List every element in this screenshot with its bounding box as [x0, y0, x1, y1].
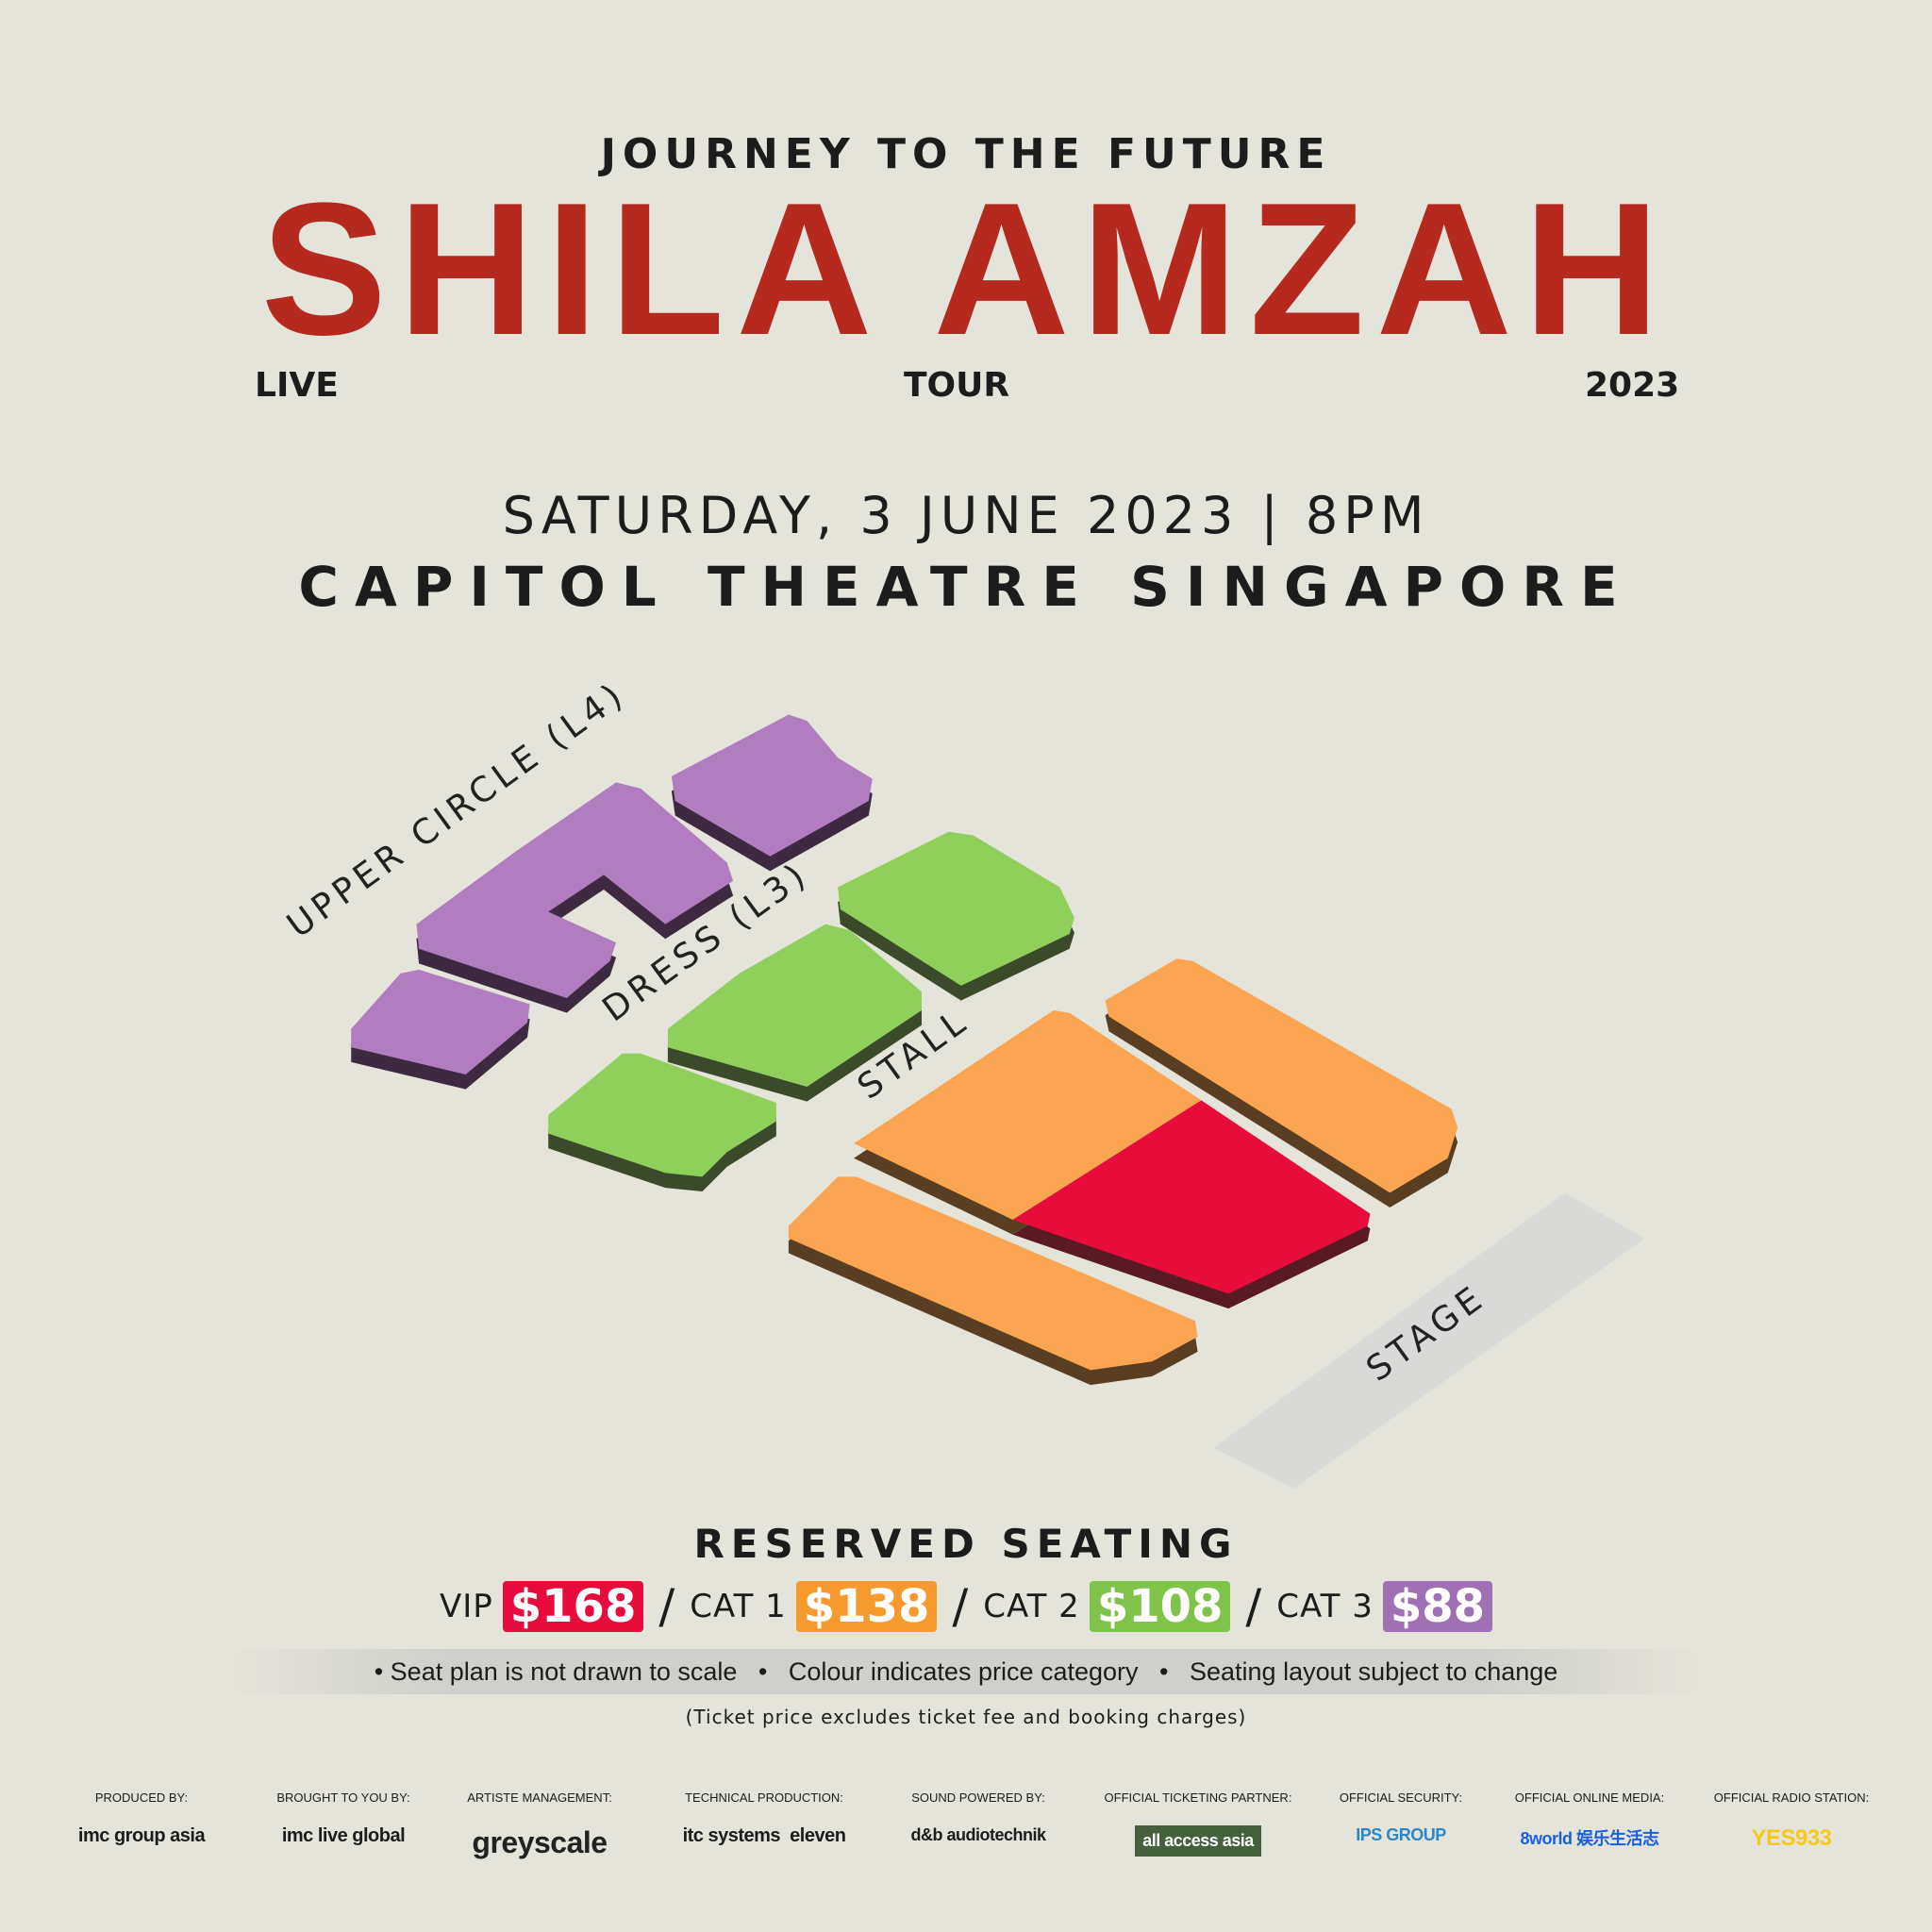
event-date: SATURDAY, 3 JUNE 2023 | 8PM [502, 486, 1430, 545]
tag-live: LIVE [255, 366, 339, 405]
tag-tour: TOUR [904, 366, 1010, 405]
itc-eleven-logo: itc systems eleven [682, 1825, 846, 1846]
ips-group-logo: IPS GROUP [1356, 1825, 1446, 1844]
greyscale-logo: greyscale [472, 1825, 608, 1859]
tag-year: 2023 [1585, 366, 1680, 405]
tier-price-cat3: $88 [1382, 1581, 1493, 1632]
tier-price-vip: $168 [502, 1581, 644, 1632]
tier-label: CAT 2 [983, 1588, 1080, 1625]
sponsor: PRODUCED BY: imc group asia [77, 1790, 206, 1846]
tier-label: CAT 3 [1276, 1588, 1374, 1625]
sponsor: SOUND POWERED BY: d&b audiotechnik [910, 1790, 1046, 1844]
db-audiotechnik-logo: d&b audiotechnik [910, 1825, 1046, 1844]
separator: / [658, 1579, 675, 1634]
tier-price-cat1: $138 [795, 1581, 938, 1632]
separator: / [1245, 1579, 1262, 1634]
event-venue: CAPITOL THEATRE SINGAPORE [298, 555, 1634, 619]
price-row: VIP $168 / CAT 1 $138 / CAT 2 $108 / CAT… [0, 1579, 1932, 1634]
subtitle: JOURNEY TO THE FUTURE [600, 130, 1332, 178]
section-cat3[interactable] [351, 714, 873, 1090]
sponsor: OFFICIAL TICKETING PARTNER: all access as… [1099, 1790, 1297, 1857]
sponsor: BROUGHT TO YOU BY: imc live global [276, 1790, 410, 1846]
sponsor: OFFICIAL ONLINE MEDIA: 8world 娱乐生活志 [1514, 1790, 1665, 1848]
sponsor: OFFICIAL SECURITY: IPS GROUP [1339, 1790, 1463, 1844]
separator: / [952, 1579, 969, 1634]
tier-label: CAT 1 [690, 1588, 787, 1625]
tier-price-cat2: $108 [1089, 1581, 1231, 1632]
imc-group-asia-logo: imc group asia [77, 1825, 206, 1846]
8world-logo: 8world 娱乐生活志 [1520, 1829, 1659, 1848]
sponsor: ARTISTE MANAGEMENT: greyscale [467, 1790, 612, 1859]
all-access-asia-logo: all access asia [1135, 1825, 1261, 1857]
section-vip[interactable] [1012, 1100, 1371, 1309]
stage [1213, 1192, 1645, 1489]
reserved-seating-heading: RESERVED SEATING [693, 1521, 1239, 1567]
yes933-logo: YES933 [1751, 1825, 1832, 1851]
fine-print: (Ticket price excludes ticket fee and bo… [685, 1706, 1247, 1728]
sponsor: OFFICIAL RADIO STATION: YES933 [1713, 1790, 1870, 1851]
sponsor: TECHNICAL PRODUCTION: itc systems eleven [682, 1790, 846, 1846]
section-cat1[interactable] [788, 958, 1458, 1386]
imc-live-global-logo: imc live global [281, 1825, 406, 1846]
artist-title: SHILA AMZAH [260, 164, 1672, 375]
seating-notes: • Seat plan is not drawn to scale • Colo… [226, 1649, 1706, 1694]
section-cat2[interactable] [548, 831, 1074, 1192]
tier-label: VIP [439, 1588, 493, 1625]
